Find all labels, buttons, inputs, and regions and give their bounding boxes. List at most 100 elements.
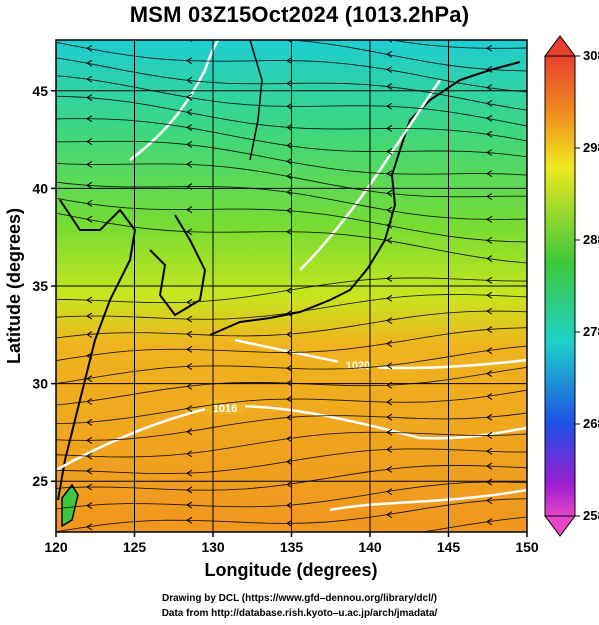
isobar-north (129, 40, 220, 161)
streamline-arrow (486, 84, 493, 92)
credit-data: Data from http://database.rish.kyoto–u.a… (161, 608, 438, 619)
streamline-arrow (86, 200, 93, 207)
streamline-arrow (286, 102, 293, 110)
streamline-arrow (386, 465, 393, 473)
streamline-arrow (186, 330, 193, 338)
streamline (287, 40, 527, 72)
map-plot-area: 1020 1016 (56, 18, 527, 540)
streamline-arrow (86, 483, 93, 491)
streamline-arrow (386, 398, 393, 406)
streamline-arrow (86, 160, 93, 168)
x-tick-label: 145 (437, 539, 461, 555)
streamline-arrow (486, 413, 493, 421)
streamline-arrow (286, 142, 293, 149)
streamline-arrow (387, 534, 392, 540)
streamline-arrow (186, 486, 193, 494)
streamline-arrow (286, 172, 293, 180)
streamline-arrow (86, 312, 93, 320)
streamline-arrow (186, 206, 193, 214)
streamline-arrow (486, 326, 493, 333)
streamline-arrow (86, 138, 93, 146)
streamline-arrow (86, 75, 93, 83)
colorbar-tick-label: 268 (583, 416, 599, 431)
streamline-arrow (186, 516, 193, 524)
streamline-arrow (386, 66, 393, 73)
colorbar-tick-label: 308 (583, 48, 599, 63)
streamline-arrow (287, 18, 292, 24)
streamline-arrow (186, 76, 193, 84)
colorbar-scale (544, 55, 576, 517)
svg-text:1016: 1016 (213, 403, 237, 415)
streamline-arrow (186, 93, 193, 101)
streamline-arrow (286, 228, 293, 236)
streamline-arrow (186, 345, 193, 353)
credit-drawing: Drawing by DCL (https://www.gfd–dennou.o… (161, 593, 437, 604)
streamline-arrow (186, 141, 193, 148)
streamline-arrow (486, 114, 493, 122)
streamline-arrow (386, 446, 393, 453)
streamline-arrow (486, 432, 493, 439)
streamline-arrow (286, 330, 293, 338)
streamline-arrow (486, 291, 493, 299)
streamline-arrow (286, 364, 293, 372)
x-axis-title: Longitude (degrees) (204, 560, 377, 580)
y-tick-label: 25 (32, 473, 48, 489)
streamline-arrow (386, 340, 393, 348)
streamline-arrow (387, 40, 393, 43)
streamline-arrow (286, 287, 293, 295)
streamline (389, 40, 527, 49)
streamline-arrow (186, 123, 193, 131)
streamline-arrow (386, 206, 393, 214)
streamline-arrow (86, 398, 93, 405)
streamline-arrow (386, 317, 393, 324)
streamline-arrow (286, 435, 293, 443)
coastline-china (57, 199, 137, 501)
streamline-arrow (286, 379, 293, 387)
streamline-arrow (386, 428, 393, 436)
wind-streamlines (56, 18, 527, 540)
x-tick-label: 135 (280, 539, 304, 555)
streamline-arrow (86, 181, 93, 189)
streamline-arrow (486, 215, 493, 223)
x-tick-label: 140 (358, 539, 382, 555)
streamline-arrow (86, 94, 93, 101)
streamline-arrow (486, 65, 493, 73)
coastline-korea (149, 214, 207, 317)
streamline-arrow (186, 298, 193, 306)
streamline-arrow (386, 488, 393, 496)
streamline-arrow (486, 462, 493, 470)
streamline-arrow (386, 294, 393, 302)
y-tick-label: 35 (32, 278, 48, 294)
colorbar-bottom-triangle (544, 515, 576, 537)
streamline-arrow (86, 523, 93, 531)
y-tick-label: 45 (32, 83, 48, 99)
streamline-arrow (186, 428, 193, 436)
streamline-arrow (386, 102, 393, 110)
streamline-arrow (486, 497, 493, 504)
streamline-arrow (187, 534, 192, 540)
streamline-arrow (186, 315, 193, 323)
streamline-arrow (86, 59, 93, 67)
streamline-arrow (386, 362, 393, 370)
streamline-arrow (86, 331, 93, 338)
streamline-arrow (186, 363, 193, 370)
svg-text:1020: 1020 (346, 360, 370, 372)
streamline-arrow (286, 309, 293, 317)
streamline-arrow (486, 307, 493, 315)
streamline-arrow (86, 452, 93, 460)
streamline-arrow (286, 57, 293, 65)
y-axis-title: Latitude (degrees) (4, 208, 24, 364)
x-tick-label: 125 (123, 539, 147, 555)
streamline-arrow (286, 188, 293, 196)
streamline-arrow (86, 375, 93, 383)
streamline-arrow (186, 501, 193, 509)
streamline-arrow (386, 221, 393, 229)
streamline-arrow (186, 450, 193, 458)
streamline-arrow (186, 228, 193, 236)
streamline-arrow (486, 276, 493, 284)
streamline-arrow (86, 418, 93, 426)
streamline-arrow (286, 123, 293, 131)
streamline-arrow (486, 518, 493, 526)
streamline-arrow (386, 148, 393, 155)
streamline-arrow (286, 40, 293, 43)
